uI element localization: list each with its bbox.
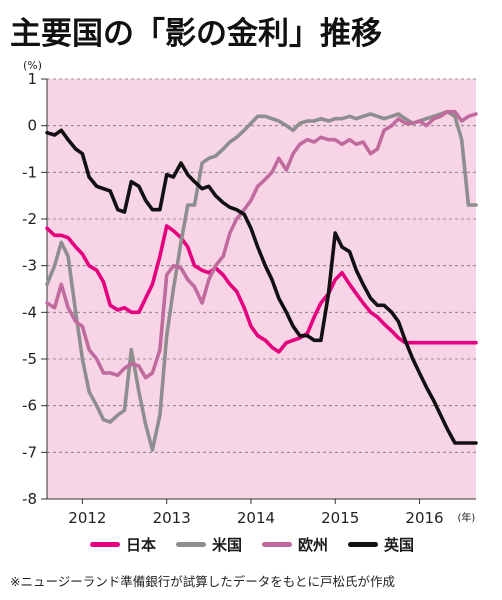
legend-swatch bbox=[348, 542, 379, 547]
series-line-4 bbox=[45, 128, 478, 445]
y-tick-label: -1 bbox=[22, 163, 37, 181]
y-tick-label: -3 bbox=[22, 257, 37, 275]
x-tick-label: 2012 bbox=[68, 509, 106, 527]
y-unit-label: (%) bbox=[23, 59, 42, 72]
x-tick-label: 2013 bbox=[153, 509, 191, 527]
legend-swatch bbox=[90, 542, 120, 547]
legend-label: 英国 bbox=[384, 536, 415, 554]
x-tick-label: 2014 bbox=[237, 509, 275, 527]
y-tick-label: -7 bbox=[22, 443, 37, 461]
x-unit-label: (年) bbox=[458, 511, 476, 524]
series-line-2 bbox=[45, 109, 478, 452]
plot-background bbox=[47, 79, 476, 499]
x-tick-label: 2016 bbox=[405, 509, 443, 527]
legend-swatch bbox=[262, 542, 293, 547]
y-tick-label: -5 bbox=[22, 350, 37, 368]
series-line-3 bbox=[45, 109, 478, 380]
legend-item: 日本 bbox=[90, 534, 156, 555]
line-chart: 1 0 -1 -2 -3 -4 -5 -6 -7 -8 (%) 2012 2013 2014 2015 201… bbox=[22, 59, 478, 527]
legend: 日本 米国 欧州 英国 bbox=[90, 534, 414, 555]
x-tick-label: 2015 bbox=[321, 509, 359, 527]
legend-item: 英国 bbox=[348, 534, 414, 555]
chart-title: 主要国の「影の金利」推移 bbox=[10, 16, 382, 52]
y-tick-label: 0 bbox=[27, 117, 37, 135]
y-tick-label: -2 bbox=[22, 210, 37, 228]
y-tick-label: -4 bbox=[22, 303, 37, 321]
footnote: ※ニュージーランド準備銀行が試算したデータをもとに戸松氏が作成 bbox=[10, 574, 395, 589]
legend-item: 欧州 bbox=[262, 534, 328, 555]
legend-label: 日本 bbox=[126, 536, 157, 554]
y-tick-label: -6 bbox=[22, 397, 37, 415]
legend-label: 欧州 bbox=[298, 536, 329, 554]
y-tick-label: -8 bbox=[22, 490, 37, 508]
legend-label: 米国 bbox=[212, 536, 243, 554]
legend-swatch bbox=[176, 542, 207, 547]
y-tick-label: 1 bbox=[27, 70, 37, 88]
legend-item: 米国 bbox=[176, 534, 242, 555]
